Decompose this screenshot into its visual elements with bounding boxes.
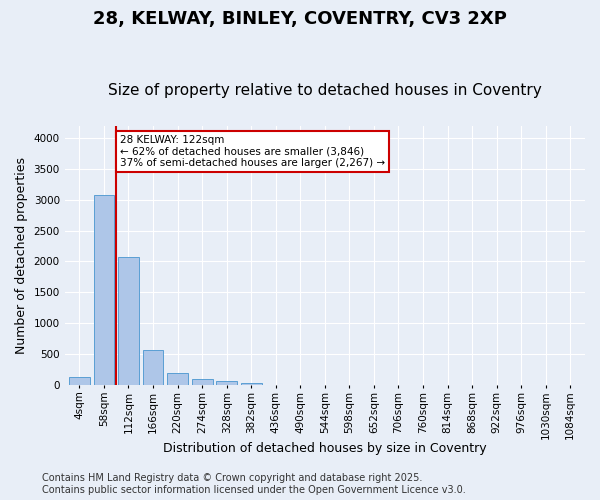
Text: 28 KELWAY: 122sqm
← 62% of detached houses are smaller (3,846)
37% of semi-detac: 28 KELWAY: 122sqm ← 62% of detached hous… — [120, 135, 385, 168]
Text: 28, KELWAY, BINLEY, COVENTRY, CV3 2XP: 28, KELWAY, BINLEY, COVENTRY, CV3 2XP — [93, 10, 507, 28]
Bar — [94, 195, 115, 385]
Bar — [167, 372, 188, 385]
Bar — [191, 380, 212, 385]
Title: Size of property relative to detached houses in Coventry: Size of property relative to detached ho… — [108, 83, 542, 98]
Text: Contains HM Land Registry data © Crown copyright and database right 2025.
Contai: Contains HM Land Registry data © Crown c… — [42, 474, 466, 495]
Y-axis label: Number of detached properties: Number of detached properties — [15, 157, 28, 354]
Bar — [143, 350, 163, 385]
X-axis label: Distribution of detached houses by size in Coventry: Distribution of detached houses by size … — [163, 442, 487, 455]
Bar — [241, 382, 262, 385]
Bar — [216, 382, 237, 385]
Bar — [69, 377, 90, 385]
Bar — [118, 256, 139, 385]
